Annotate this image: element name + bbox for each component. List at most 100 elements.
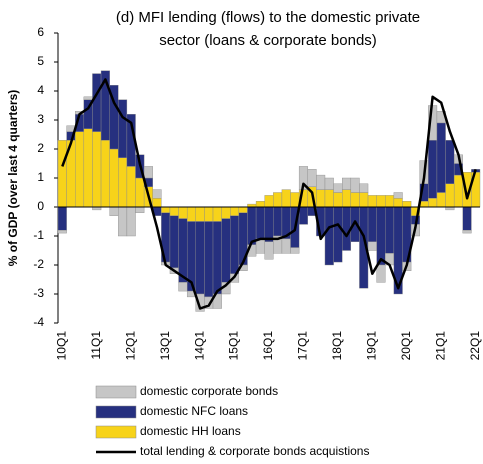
bar [152,189,162,199]
legend-swatch [95,405,137,419]
bar [376,264,386,283]
bar [333,192,343,208]
bar [135,206,145,214]
bar [169,206,179,216]
bar [212,221,222,295]
line [61,78,477,310]
bar [126,206,136,237]
bar [143,166,153,179]
bar [359,192,369,208]
bar [195,221,205,295]
y-tick-label: 5 [37,54,44,68]
bar [264,195,274,208]
bar [462,229,472,234]
bar [359,183,369,193]
legend-swatch [95,385,137,399]
bar [367,195,377,208]
x-tick-label: 11Q1 [89,331,103,360]
x-tick-label: 19Q1 [365,331,379,361]
bar [255,206,265,240]
bar [385,195,395,208]
y-tick-label: -1 [33,228,44,242]
bar [230,215,240,274]
bar [367,206,377,242]
bar [75,131,85,208]
bar [290,247,300,254]
bar [281,238,291,254]
x-tick-label: 16Q1 [261,331,275,361]
bar [350,177,360,193]
bar [57,206,67,231]
y-tick-label: -2 [33,257,44,271]
y-tick-label: 1 [37,170,44,184]
bar [195,206,205,222]
bar [393,192,403,199]
y-tick-label: 4 [37,83,44,97]
bar [436,122,446,193]
bar [316,189,326,208]
bar [324,206,334,266]
bar [333,206,343,263]
bar [453,174,463,208]
bar [316,174,326,190]
bar [135,177,145,208]
bar [161,206,171,214]
bar [350,192,360,208]
bar [212,293,222,309]
bar [221,206,231,219]
bar [169,215,179,269]
bar [186,206,196,222]
x-tick-label: 20Q1 [399,331,413,361]
bar [109,148,119,208]
bar [376,195,386,208]
bar [428,140,438,199]
bar [92,131,102,208]
x-tick-label: 21Q1 [433,331,447,361]
x-tick-label: 15Q1 [227,331,241,361]
bar [83,128,93,208]
bar [333,183,343,193]
legend-label: domestic HH loans [140,424,241,438]
bar [393,198,403,208]
bar [109,206,119,216]
bar [100,140,110,208]
x-tick-label: 10Q1 [54,331,68,361]
bar [178,218,188,283]
legend-swatch [95,425,137,439]
x-tick-label: 13Q1 [158,331,172,361]
y-tick-label: -3 [33,286,44,300]
bar [92,73,102,132]
bar [273,192,283,208]
bar [462,206,472,231]
bar [273,206,283,237]
bar [402,200,412,208]
y-tick-label: 3 [37,112,44,126]
bar [324,177,334,190]
legend-label: total lending & corporate bonds acquisti… [140,444,369,458]
bar [255,200,265,208]
bar [324,189,334,208]
y-tick-label: 6 [37,25,44,39]
bar [342,177,352,190]
x-tick-label: 22Q1 [468,331,482,361]
bar [298,206,308,225]
bar [204,206,214,222]
y-axis-label: % of GDP (over last 4 quarters) [6,90,20,267]
bar [57,229,67,234]
bar [290,192,300,208]
bar [264,241,274,260]
bar [178,206,188,219]
bar [230,206,240,216]
bar [118,206,128,237]
x-tick-label: 17Q1 [296,331,310,361]
bar [367,241,377,251]
bar [238,206,248,214]
bar [212,206,222,222]
bar [126,166,136,208]
x-tick-label: 18Q1 [330,331,344,361]
y-tick-label: -4 [33,315,44,329]
x-tick-label: 14Q1 [192,331,206,361]
bar [428,198,438,208]
bar [118,99,128,158]
